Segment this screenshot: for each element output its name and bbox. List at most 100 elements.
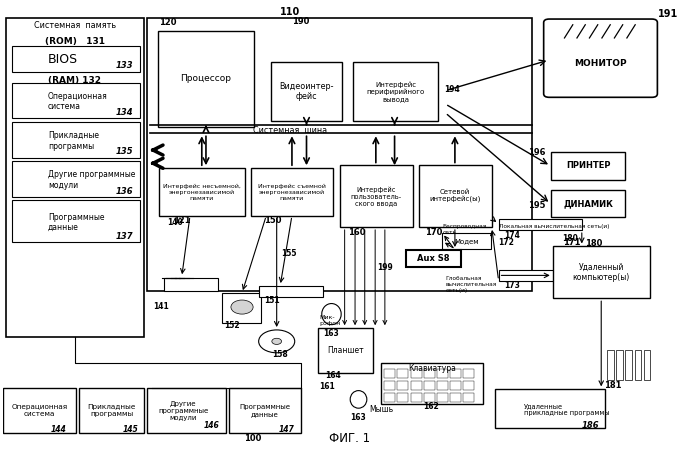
Text: Мик-
рофон: Мик- рофон (319, 315, 341, 326)
Text: 147: 147 (278, 425, 294, 434)
Text: 163: 163 (324, 329, 339, 338)
Bar (498, 219, 582, 230)
Bar (12, 200, 140, 242)
Text: ДИНАМИК: ДИНАМИК (563, 199, 613, 208)
Text: 100: 100 (244, 435, 261, 444)
Bar (410, 381, 421, 390)
Text: 146: 146 (203, 421, 219, 430)
Text: Операционная
система: Операционная система (48, 92, 108, 111)
Bar (410, 393, 421, 401)
Text: 136: 136 (115, 187, 133, 196)
Bar (384, 381, 395, 390)
Text: 161: 161 (319, 382, 336, 391)
Bar (164, 277, 218, 291)
Text: 194: 194 (445, 85, 460, 94)
Text: Глобальная
вычислительная
сеть(и): Глобальная вычислительная сеть(и) (445, 276, 496, 293)
Bar (635, 350, 641, 379)
Bar (159, 168, 245, 216)
FancyBboxPatch shape (544, 19, 657, 97)
Text: 162: 162 (424, 402, 439, 411)
Text: 120: 120 (159, 18, 177, 26)
Text: Прикладные
программы: Прикладные программы (87, 405, 136, 417)
Text: Беспроводная
сеть: Беспроводная сеть (442, 224, 487, 235)
Text: 133: 133 (115, 61, 133, 70)
Bar (259, 286, 323, 297)
Bar (607, 350, 614, 379)
Text: Планшет: Планшет (327, 346, 363, 355)
Bar (12, 122, 140, 158)
Circle shape (231, 300, 253, 314)
Text: Интерфейс несъемной,
энергонезависимой
памяти: Интерфейс несъемной, энергонезависимой п… (163, 184, 240, 201)
Text: 144: 144 (51, 425, 66, 434)
Text: Удаленные
прикладные программы: Удаленные прикладные программы (524, 403, 610, 416)
Bar (384, 393, 395, 401)
Text: Системная  шина: Системная шина (254, 126, 328, 135)
Text: 174: 174 (505, 231, 520, 240)
Text: Интерфейс съемной
энергонезависимой
памяти: Интерфейс съемной энергонезависимой памя… (258, 184, 326, 201)
Text: 152: 152 (224, 321, 240, 330)
Text: (RAM) 132: (RAM) 132 (48, 76, 101, 85)
Text: 163: 163 (351, 413, 366, 422)
Text: Другие
программные
модули: Другие программные модули (158, 401, 208, 421)
Bar (437, 393, 448, 401)
Bar (251, 168, 333, 216)
Text: 199: 199 (377, 263, 393, 272)
Bar (617, 350, 623, 379)
Bar (158, 31, 254, 127)
Text: 158: 158 (273, 350, 288, 359)
Text: ФИГ. 1: ФИГ. 1 (329, 432, 370, 445)
Bar (79, 387, 144, 433)
Text: 190: 190 (292, 17, 310, 26)
Text: 137: 137 (115, 232, 133, 241)
Text: Процессор: Процессор (180, 75, 231, 84)
Text: Удаленный
компьютер(ы): Удаленный компьютер(ы) (572, 263, 630, 282)
Text: Операционная
система: Операционная система (11, 405, 68, 417)
Text: Системная  память: Системная память (34, 21, 116, 30)
Text: 173: 173 (505, 282, 520, 291)
Bar (551, 152, 626, 180)
Bar (495, 389, 605, 428)
Text: 110: 110 (280, 8, 301, 18)
Bar (450, 393, 461, 401)
Bar (450, 381, 461, 390)
Bar (419, 166, 491, 227)
Text: Программные
данные: Программные данные (48, 213, 104, 232)
Text: 191: 191 (658, 9, 679, 19)
Text: Интерфейс
пользователь-
ского ввода: Интерфейс пользователь- ского ввода (350, 186, 401, 207)
Text: МОНИТОР: МОНИТОР (574, 59, 627, 68)
Bar (6, 18, 144, 337)
Bar (147, 18, 532, 291)
Bar (442, 233, 491, 249)
Bar (410, 369, 421, 378)
Text: 150: 150 (264, 216, 282, 225)
Bar (317, 328, 373, 373)
Bar (353, 62, 438, 122)
Text: 145: 145 (123, 425, 138, 434)
Text: Мышь: Мышь (369, 405, 393, 414)
Text: Локальная вычислительная сеть(и): Локальная вычислительная сеть(и) (498, 224, 609, 229)
Bar (381, 363, 483, 404)
Text: 171: 171 (563, 238, 580, 247)
Text: 140: 140 (167, 218, 182, 227)
Text: Интерфейс
перифирийного
вывода: Интерфейс перифирийного вывода (367, 81, 425, 102)
Text: Программные
данные: Программные данные (239, 405, 290, 417)
Bar (12, 83, 140, 119)
Bar (498, 270, 582, 281)
Bar (424, 381, 435, 390)
Bar (340, 166, 412, 227)
Text: Модем: Модем (454, 238, 479, 244)
Text: 186: 186 (582, 421, 600, 430)
Bar (424, 393, 435, 401)
Bar (551, 190, 626, 217)
Bar (222, 293, 261, 323)
Text: Другие программные
модули: Другие программные модули (48, 170, 135, 189)
Ellipse shape (322, 304, 341, 325)
Text: Клавиатура: Клавиатура (408, 364, 456, 373)
Text: 134: 134 (115, 108, 133, 117)
Bar (437, 381, 448, 390)
Bar (405, 250, 461, 268)
Bar (397, 369, 408, 378)
Text: 181: 181 (604, 381, 621, 390)
Bar (12, 46, 140, 72)
Text: (ROM)   131: (ROM) 131 (45, 36, 105, 45)
